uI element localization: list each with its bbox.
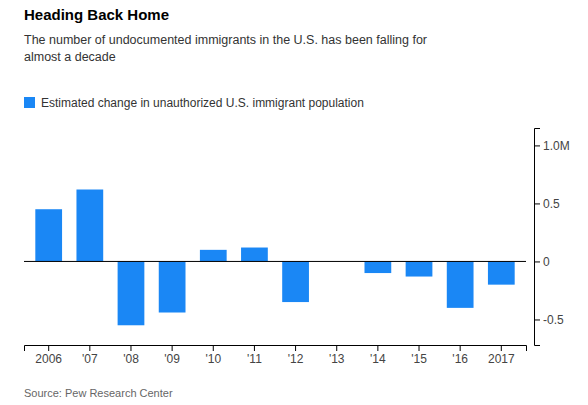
x-tick-label: '10 (205, 352, 221, 366)
bar (35, 209, 62, 261)
x-tick: '07 (82, 345, 98, 366)
x-tick-label: '09 (164, 352, 180, 366)
x-tick: '16 (452, 345, 468, 366)
zero-line (24, 261, 526, 262)
x-tick-mark (130, 345, 131, 351)
bar (76, 190, 103, 262)
y-tick-label: -0.5 (543, 313, 564, 327)
x-tick-mark (172, 345, 173, 351)
bar (159, 261, 186, 312)
bar (241, 248, 268, 262)
y-tick-label: 1.0M (543, 139, 570, 153)
x-tick-mark (295, 345, 296, 351)
legend-swatch (24, 97, 35, 108)
bars (35, 190, 514, 326)
x-tick-label: '08 (123, 352, 139, 366)
x-tick-mark (254, 345, 255, 351)
title: Heading Back Home (24, 6, 169, 23)
bar (406, 261, 433, 276)
x-tick: '15 (411, 345, 427, 366)
y-tick: 0 (534, 255, 550, 269)
y-axis: -0.5 0 0.5 1.0M (534, 129, 570, 346)
x-tick-mark (336, 345, 337, 351)
y-tick: 1.0M (534, 139, 570, 153)
x-tick: '09 (164, 345, 180, 366)
x-tick: '11 (247, 345, 262, 366)
x-tick: '13 (329, 345, 345, 366)
source: Source: Pew Research Center (24, 387, 173, 399)
x-tick-mark (419, 345, 420, 351)
bar (200, 250, 227, 262)
y-tick-label: 0 (543, 255, 550, 269)
x-tick-label: 2006 (35, 352, 62, 366)
y-tick: 0.5 (534, 197, 560, 211)
subtitle-line: The number of undocumented immigrants in… (24, 33, 427, 47)
x-tick-label: '12 (288, 352, 304, 366)
x-tick-mark (377, 345, 378, 351)
x-tick: '08 (123, 345, 139, 366)
bar (282, 261, 309, 302)
x-tick: 2006 (35, 345, 62, 366)
x-tick-label: '07 (82, 352, 98, 366)
y-axis-line (535, 129, 541, 346)
x-tick-mark (48, 345, 49, 351)
legend: Estimated change in unauthorized U.S. im… (24, 96, 364, 110)
y-tick-label: 0.5 (543, 197, 560, 211)
bar (364, 261, 391, 273)
x-tick-label: 2017 (488, 352, 515, 366)
x-tick-mark (89, 345, 90, 351)
x-tick-label: '15 (411, 352, 427, 366)
chart-svg: Heading Back Home The number of undocumen… (0, 0, 588, 405)
legend-label: Estimated change in unauthorized U.S. im… (41, 96, 364, 110)
subtitle: The number of undocumented immigrants in… (24, 33, 427, 64)
y-tick-mark (534, 261, 540, 262)
x-axis: 2006 '07 '08 '09 '10 '11 '12 '13 '14 '15 '16 2017 (25, 345, 527, 366)
chart-container: Heading Back Home The number of undocumen… (0, 0, 588, 405)
x-tick-label: '16 (452, 352, 468, 366)
x-axis-line (25, 346, 527, 352)
plot: 2006 '07 '08 '09 '10 '11 '12 '13 '14 '15 '16 2017 -0… (24, 129, 570, 366)
x-tick-label: '13 (329, 352, 345, 366)
bar (118, 261, 145, 325)
x-tick-label: '11 (247, 352, 262, 366)
subtitle-line: almost a decade (24, 50, 116, 64)
x-tick: '14 (370, 345, 386, 366)
y-tick-mark (534, 203, 540, 204)
bar (447, 261, 474, 307)
x-tick-mark (460, 345, 461, 351)
bar (488, 261, 515, 284)
x-tick-mark (213, 345, 214, 351)
x-tick: 2017 (488, 345, 515, 366)
y-tick: -0.5 (534, 313, 564, 327)
y-tick-mark (534, 145, 540, 146)
x-tick: '10 (205, 345, 221, 366)
x-tick-mark (501, 345, 502, 351)
x-tick-label: '14 (370, 352, 386, 366)
y-tick-mark (534, 319, 540, 320)
x-tick: '12 (288, 345, 304, 366)
